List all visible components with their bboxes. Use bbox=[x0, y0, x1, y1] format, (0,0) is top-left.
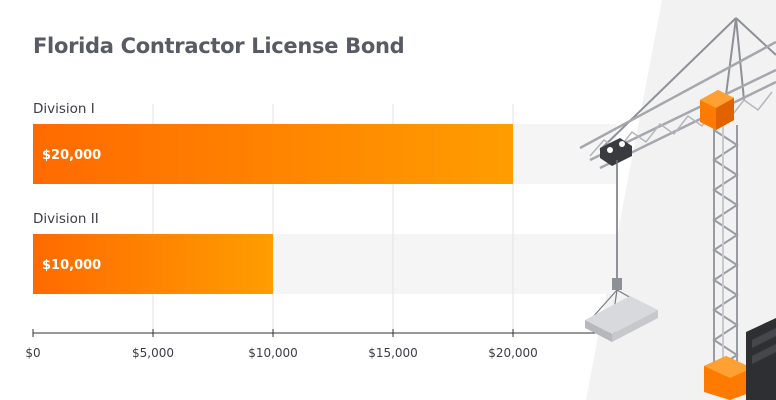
category-label: Division I bbox=[33, 101, 95, 117]
bar-division-i bbox=[33, 124, 513, 184]
x-tick-label: $15,000 bbox=[368, 346, 418, 360]
x-tick-label: $10,000 bbox=[248, 346, 298, 360]
x-tick-label: $20,000 bbox=[488, 346, 538, 360]
x-tick-label: $5,000 bbox=[132, 346, 174, 360]
data-label: $20,000 bbox=[42, 148, 101, 163]
x-tick-label: $0 bbox=[25, 346, 40, 360]
chart-title: Florida Contractor License Bond bbox=[33, 34, 405, 58]
bar-division-ii bbox=[33, 234, 273, 294]
data-label: $10,000 bbox=[42, 258, 101, 273]
category-label: Division II bbox=[33, 211, 99, 227]
